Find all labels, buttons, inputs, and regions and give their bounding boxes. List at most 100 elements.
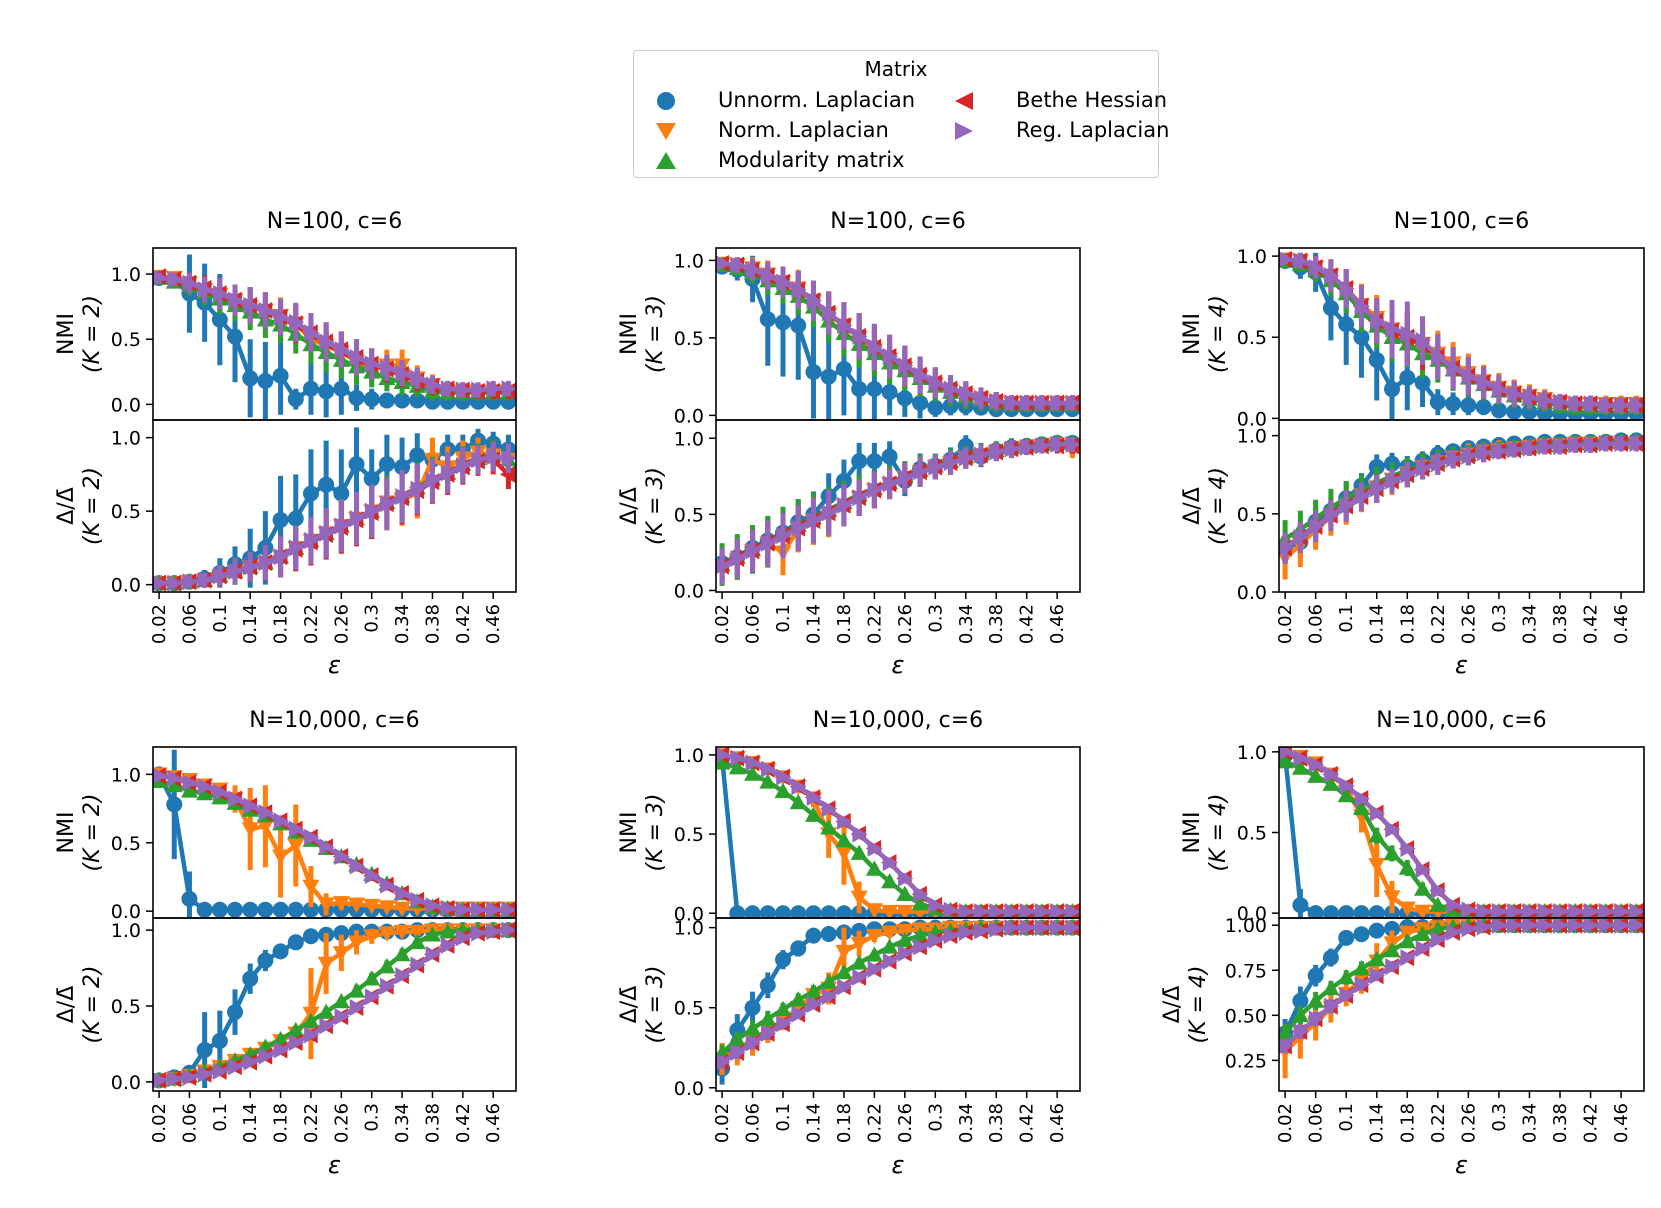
- x-tick-label: 0.14: [1367, 1103, 1388, 1143]
- data-point: [1291, 759, 1309, 775]
- data-point: [409, 392, 426, 409]
- data-point: [835, 963, 853, 980]
- x-axis-label: ε: [892, 1151, 905, 1179]
- data-point: [867, 481, 883, 499]
- data-point: [317, 1003, 335, 1019]
- data-point: [716, 1054, 731, 1071]
- data-point: [1035, 903, 1051, 918]
- data-point: [319, 333, 335, 351]
- x-tick-label: 0.22: [301, 604, 322, 644]
- data-point: [1537, 903, 1554, 918]
- data-point: [1352, 959, 1370, 976]
- data-point: [989, 903, 1005, 918]
- data-point: [882, 347, 899, 365]
- data-point: [716, 747, 731, 764]
- x-tick-label: 0.18: [834, 604, 855, 644]
- data-point: [394, 392, 411, 409]
- axes-frame: [152, 746, 517, 919]
- data-point: [153, 269, 168, 287]
- data-point: [867, 839, 883, 857]
- x-tick-label: 0.46: [1047, 1103, 1068, 1143]
- data-point: [1338, 316, 1355, 333]
- data-point: [1352, 799, 1370, 816]
- data-point: [790, 317, 807, 334]
- data-point: [1599, 903, 1615, 918]
- data-point: [927, 399, 944, 416]
- x-tick-label: 0.02: [712, 604, 733, 644]
- x-tick-label: 0.42: [1017, 1103, 1038, 1143]
- data-point: [1414, 904, 1432, 918]
- data-point: [1400, 466, 1416, 484]
- data-point: [318, 383, 335, 400]
- y-tick-label: 0.5: [674, 328, 704, 350]
- data-point: [837, 316, 853, 334]
- data-point: [425, 945, 441, 963]
- data-point: [272, 849, 290, 865]
- data-point: [851, 381, 868, 398]
- triangle-right-marker-icon: [955, 122, 973, 140]
- series-line: [1283, 922, 1637, 1035]
- data-point: [363, 470, 380, 487]
- y-axis-label: Δ/Δ̄: [54, 986, 79, 1024]
- data-point: [1506, 403, 1523, 420]
- x-tick-label: 0.26: [1458, 1103, 1479, 1143]
- data-point: [1292, 897, 1309, 914]
- data-point: [716, 255, 731, 272]
- series-line: [1284, 749, 1637, 914]
- data-point: [272, 1030, 290, 1047]
- legend-title: Matrix: [864, 57, 928, 81]
- y-tick-label: 1.00: [1225, 915, 1267, 937]
- data-point: [1460, 397, 1477, 414]
- data-point: [393, 924, 411, 941]
- data-point: [1369, 967, 1386, 985]
- data-point: [1308, 258, 1325, 276]
- data-point: [1338, 905, 1355, 918]
- data-point: [1400, 949, 1416, 967]
- data-point: [227, 901, 244, 918]
- data-point: [1353, 926, 1370, 943]
- data-point: [912, 394, 929, 411]
- data-point: [759, 1010, 777, 1026]
- triangle-left-marker-icon: [955, 92, 973, 110]
- data-point: [821, 504, 838, 522]
- data-point: [1322, 905, 1339, 918]
- data-point: [1368, 905, 1385, 918]
- data-point: [1537, 438, 1554, 456]
- data-point: [1476, 444, 1493, 462]
- data-point: [1599, 434, 1615, 452]
- x-tick-label: 0.34: [392, 1103, 413, 1143]
- data-point: [380, 359, 396, 377]
- data-point: [1400, 840, 1416, 858]
- data-point: [1614, 396, 1630, 414]
- data-point: [1475, 399, 1492, 416]
- data-point: [1490, 402, 1507, 419]
- data-point: [776, 273, 792, 291]
- data-point: [363, 970, 381, 986]
- x-tick-label: 0.38: [986, 1103, 1007, 1143]
- data-point: [213, 783, 229, 801]
- y-axis-sublabel: (K = 2): [80, 295, 105, 373]
- y-axis-sublabel: (K = 4): [1186, 965, 1211, 1043]
- x-axis-label: ε: [328, 1151, 341, 1179]
- y-axis-label: Δ/Δ̄: [1180, 487, 1205, 525]
- x-tick-label: 0.38: [1550, 1103, 1571, 1143]
- y-tick-label: 1.0: [1237, 742, 1267, 764]
- data-point: [456, 901, 472, 918]
- data-point: [332, 992, 350, 1009]
- data-point: [440, 899, 457, 917]
- y-tick-label: 0.0: [111, 901, 141, 923]
- data-point: [958, 449, 975, 467]
- data-point: [273, 548, 290, 566]
- data-point: [728, 759, 746, 775]
- data-point: [835, 944, 853, 961]
- chart-panel-top-middle-upper: 0.0 0.5 1.0 NMI (K = 3) N=100, c=6: [617, 209, 1081, 427]
- data-point: [1492, 380, 1508, 398]
- data-point: [425, 897, 441, 915]
- data-point: [775, 951, 792, 968]
- data-point: [304, 828, 320, 846]
- data-point: [1507, 903, 1523, 918]
- y-axis-label: NMI: [1180, 313, 1205, 355]
- series-line: [158, 779, 509, 913]
- data-point: [1279, 1024, 1294, 1041]
- data-point: [1383, 890, 1401, 906]
